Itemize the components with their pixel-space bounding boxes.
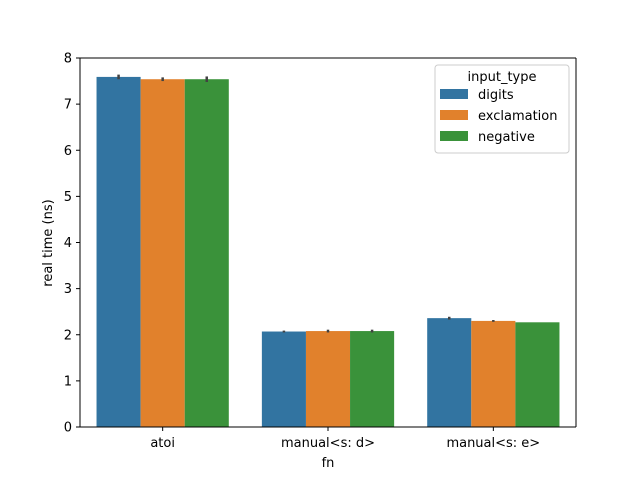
bar-negative-2 (515, 322, 560, 427)
y-tick-label: 4 (64, 236, 72, 251)
y-axis-label: real time (ns) (41, 199, 56, 286)
y-tick-label: 5 (64, 190, 72, 205)
legend-swatch-negative (440, 131, 468, 141)
bar-exclamation-1 (305, 331, 351, 427)
bar-digits-2 (427, 318, 472, 427)
bar-negative-0 (184, 79, 229, 427)
bar-digits-1 (261, 331, 306, 427)
error-bars-layer (117, 74, 495, 333)
bar-negative-1 (350, 331, 395, 427)
x-tick-label: manual<s: d> (281, 436, 375, 451)
bar-exclamation-0 (140, 79, 185, 427)
bars-layer (96, 76, 560, 427)
legend-swatch-digits (440, 89, 468, 99)
axes-layer: 0 1 2 3 4 5 6 7 8 atoi manual<s: d> manual<s: e> (64, 52, 577, 451)
y-tick-label: 2 (64, 328, 72, 343)
legend-swatch-exclamation (440, 110, 468, 120)
legend-frame (434, 64, 570, 154)
y-tick-label: 3 (64, 282, 72, 297)
legend-title: input_type (468, 70, 537, 85)
bar-digits-0 (96, 76, 141, 427)
x-axis-label: fn (322, 456, 335, 471)
y-tick-label: 8 (64, 52, 72, 67)
y-tick-label: 7 (64, 98, 72, 113)
legend-label-negative: negative (478, 130, 535, 145)
x-tick-label: manual<s: e> (446, 436, 540, 451)
legend-label-digits: digits (478, 88, 514, 103)
legend-items: digits exclamation negative (440, 88, 558, 145)
legend: input_type digits exclamation negative (434, 64, 570, 154)
legend-label-exclamation: exclamation (478, 109, 558, 124)
y-tick-label: 6 (64, 144, 72, 159)
bar-exclamation-2 (471, 320, 516, 427)
y-tick-label: 1 (64, 374, 72, 389)
x-tick-label: atoi (150, 436, 175, 451)
y-tick-label: 0 (64, 421, 72, 436)
